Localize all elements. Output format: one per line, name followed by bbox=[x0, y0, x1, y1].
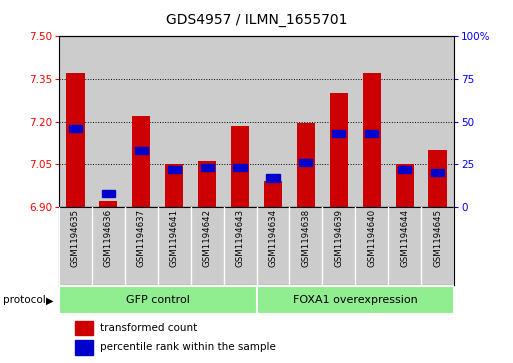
Text: GSM1194640: GSM1194640 bbox=[367, 209, 376, 268]
Text: GSM1194634: GSM1194634 bbox=[268, 209, 278, 268]
Text: transformed count: transformed count bbox=[101, 323, 198, 333]
Text: GFP control: GFP control bbox=[126, 295, 190, 305]
Bar bbox=[75, 321, 92, 335]
Text: GSM1194638: GSM1194638 bbox=[301, 209, 310, 268]
Text: GSM1194644: GSM1194644 bbox=[400, 209, 409, 268]
Bar bbox=[168, 166, 181, 173]
Bar bbox=[428, 150, 447, 207]
Bar bbox=[332, 130, 345, 137]
Text: GSM1194635: GSM1194635 bbox=[71, 209, 80, 268]
Bar bbox=[59, 286, 256, 314]
Bar bbox=[100, 201, 117, 207]
Bar bbox=[256, 286, 454, 314]
Bar bbox=[75, 340, 92, 355]
Bar bbox=[363, 73, 381, 207]
Text: GSM1194641: GSM1194641 bbox=[170, 209, 179, 268]
Bar bbox=[398, 166, 411, 173]
Text: percentile rank within the sample: percentile rank within the sample bbox=[101, 342, 277, 352]
Bar bbox=[201, 164, 214, 171]
Text: GSM1194637: GSM1194637 bbox=[137, 209, 146, 268]
Bar bbox=[69, 125, 82, 132]
Text: ▶: ▶ bbox=[46, 295, 54, 305]
Bar bbox=[135, 147, 148, 154]
Bar bbox=[266, 174, 280, 182]
Bar bbox=[431, 169, 444, 176]
Bar bbox=[102, 189, 115, 197]
Bar bbox=[66, 73, 85, 207]
Text: GDS4957 / ILMN_1655701: GDS4957 / ILMN_1655701 bbox=[166, 13, 347, 27]
Bar bbox=[330, 93, 348, 207]
Bar bbox=[365, 130, 378, 137]
Bar bbox=[299, 159, 312, 166]
Bar bbox=[233, 164, 247, 171]
Text: FOXA1 overexpression: FOXA1 overexpression bbox=[293, 295, 418, 305]
Bar bbox=[264, 182, 282, 207]
Bar bbox=[165, 164, 183, 207]
Text: GSM1194642: GSM1194642 bbox=[203, 209, 212, 268]
Bar bbox=[297, 123, 315, 207]
Text: GSM1194639: GSM1194639 bbox=[334, 209, 343, 267]
Bar bbox=[132, 116, 150, 207]
Text: GSM1194636: GSM1194636 bbox=[104, 209, 113, 268]
Text: GSM1194643: GSM1194643 bbox=[235, 209, 245, 268]
Text: protocol: protocol bbox=[3, 295, 45, 305]
Text: GSM1194645: GSM1194645 bbox=[433, 209, 442, 268]
Bar bbox=[396, 164, 413, 207]
Bar bbox=[231, 126, 249, 207]
Bar bbox=[198, 162, 216, 207]
